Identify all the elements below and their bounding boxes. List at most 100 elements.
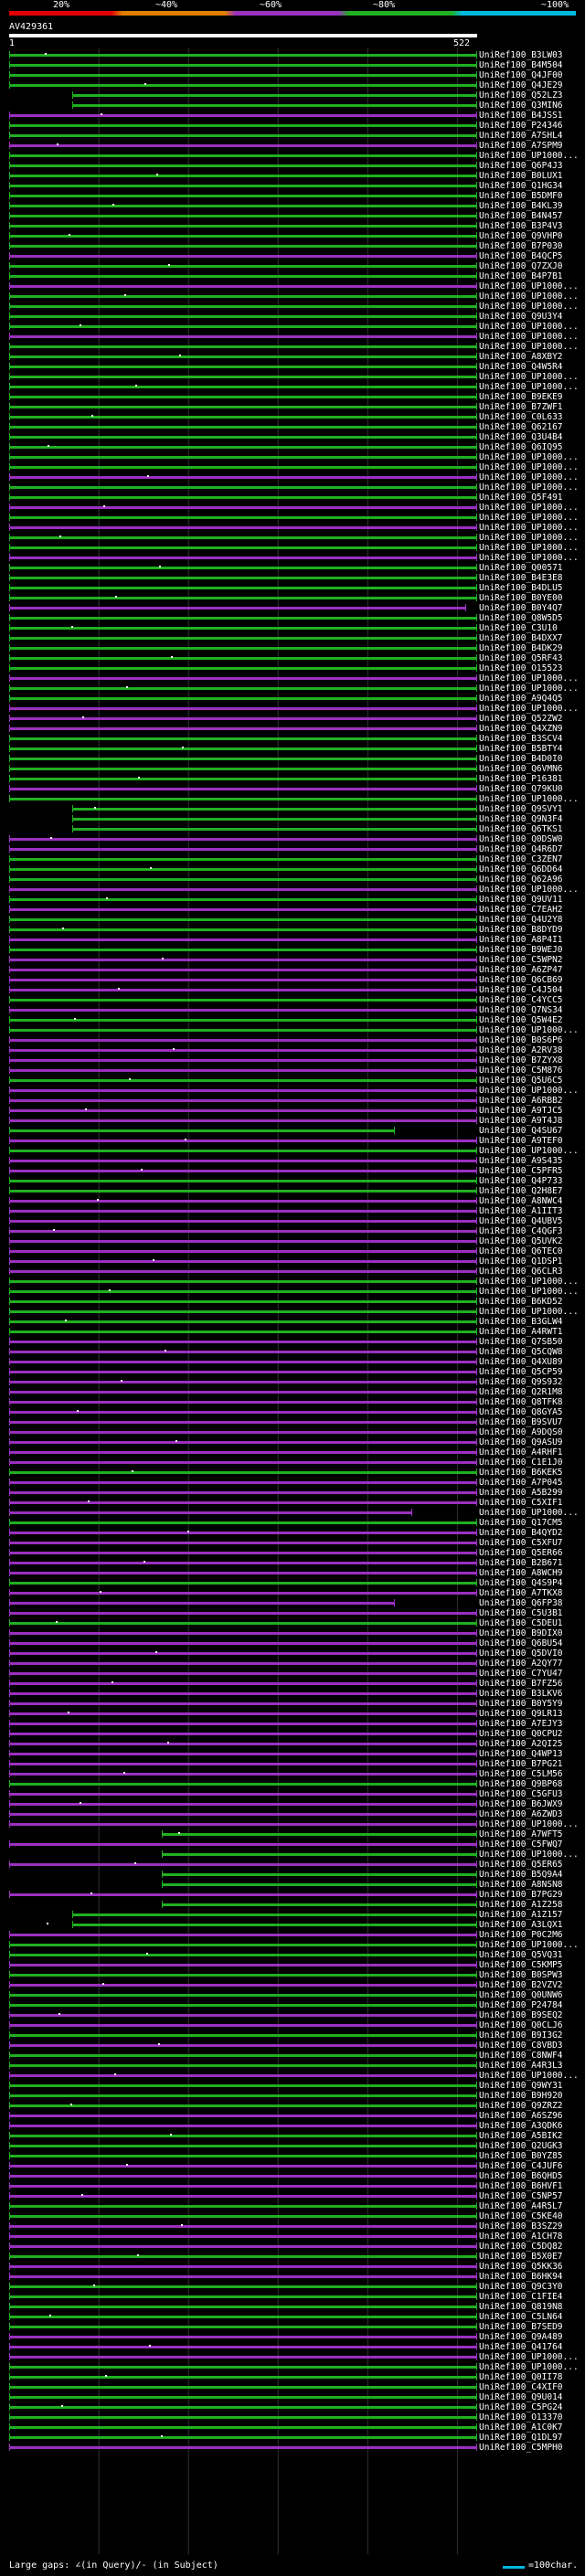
hit-alignment-bar[interactable] xyxy=(9,366,477,368)
hit-alignment-bar[interactable] xyxy=(9,1491,477,1494)
hit-label[interactable]: UniRef100_UP1000... xyxy=(479,503,579,513)
hit-alignment-bar[interactable] xyxy=(9,908,477,911)
hit-label[interactable]: UniRef100_UP1000... xyxy=(479,553,579,563)
hit-label[interactable]: UniRef100_Q00571 xyxy=(479,563,563,573)
hit-label[interactable]: UniRef100_Q9ASU9 xyxy=(479,1437,563,1447)
hit-alignment-bar[interactable] xyxy=(9,1511,413,1514)
hit-alignment-bar[interactable] xyxy=(9,295,477,298)
hit-label[interactable]: UniRef100_C4YCC5 xyxy=(479,995,563,1005)
hit-label[interactable]: UniRef100_Q3U4B4 xyxy=(479,432,563,442)
hit-alignment-bar[interactable] xyxy=(9,426,477,429)
hit-label[interactable]: UniRef100_Q9N3F4 xyxy=(479,814,563,824)
hit-label[interactable]: UniRef100_UP1000... xyxy=(479,523,579,533)
hit-label[interactable]: UniRef100_Q9WY31 xyxy=(479,2081,563,2091)
hit-label[interactable]: UniRef100_Q0CPU2 xyxy=(479,1729,563,1739)
hit-label[interactable]: UniRef100_C3U10 xyxy=(479,623,558,633)
hit-alignment-bar[interactable] xyxy=(9,858,477,861)
hit-alignment-bar[interactable] xyxy=(9,607,467,610)
hit-label[interactable]: UniRef100_C1E1J0 xyxy=(479,1458,563,1468)
hit-alignment-bar[interactable] xyxy=(9,245,477,248)
hit-label[interactable]: UniRef100_UP1000... xyxy=(479,704,579,714)
hit-label[interactable]: UniRef100_UP1000... xyxy=(479,533,579,543)
hit-label[interactable]: UniRef100_UP1000... xyxy=(479,794,579,804)
hit-label[interactable]: UniRef100_Q2UGK3 xyxy=(479,2141,563,2151)
hit-label[interactable]: UniRef100_UP1000... xyxy=(479,513,579,523)
hit-alignment-bar[interactable] xyxy=(9,124,477,127)
hit-alignment-bar[interactable] xyxy=(9,848,477,851)
hit-label[interactable]: UniRef100_O15523 xyxy=(479,663,563,673)
hit-alignment-bar[interactable] xyxy=(9,838,477,841)
hit-label[interactable]: UniRef100_Q9S932 xyxy=(479,1377,563,1387)
hit-label[interactable]: UniRef100_A8NWC4 xyxy=(479,1196,563,1206)
hit-label[interactable]: UniRef100_A7WFT5 xyxy=(479,1829,563,1839)
hit-alignment-bar[interactable] xyxy=(9,1461,477,1464)
hit-alignment-bar[interactable] xyxy=(9,1230,477,1233)
hit-alignment-bar[interactable] xyxy=(9,1250,477,1253)
hit-alignment-bar[interactable] xyxy=(9,114,477,117)
hit-label[interactable]: UniRef100_B6HVF1 xyxy=(479,2181,563,2191)
hit-label[interactable]: UniRef100_UP1000... xyxy=(479,1086,579,1096)
hit-alignment-bar[interactable] xyxy=(9,486,477,489)
hit-label[interactable]: UniRef100_UP1000... xyxy=(479,472,579,482)
hit-label[interactable]: UniRef100_Q6P4J3 xyxy=(479,161,563,171)
hit-label[interactable]: UniRef100_C5LM56 xyxy=(479,1769,563,1779)
hit-alignment-bar[interactable] xyxy=(9,506,477,509)
hit-alignment-bar[interactable] xyxy=(9,1602,395,1605)
hit-label[interactable]: UniRef100_UP1000... xyxy=(479,673,579,684)
hit-label[interactable]: UniRef100_Q9A489 xyxy=(479,2332,563,2342)
hit-alignment-bar[interactable] xyxy=(9,2155,477,2157)
hit-alignment-bar[interactable] xyxy=(9,737,477,740)
hit-alignment-bar[interactable] xyxy=(9,2145,477,2147)
hit-label[interactable]: UniRef100_UP1000... xyxy=(479,322,579,332)
hit-alignment-bar[interactable] xyxy=(9,1803,477,1806)
hit-label[interactable]: UniRef100_C5PG24 xyxy=(479,2402,563,2412)
hit-alignment-bar[interactable] xyxy=(9,747,477,750)
hit-label[interactable]: UniRef100_B3P4V3 xyxy=(479,221,563,231)
hit-label[interactable]: UniRef100_B7PG21 xyxy=(479,1759,563,1769)
hit-alignment-bar[interactable] xyxy=(9,758,477,760)
hit-label[interactable]: UniRef100_Q6IQ95 xyxy=(479,442,563,452)
hit-label[interactable]: UniRef100_Q5U6C5 xyxy=(479,1076,563,1086)
hit-label[interactable]: UniRef100_A4R3L3 xyxy=(479,2061,563,2071)
hit-label[interactable]: UniRef100_Q6FP38 xyxy=(479,1598,563,1608)
hit-label[interactable]: UniRef100_B9SEQ2 xyxy=(479,2010,563,2020)
hit-alignment-bar[interactable] xyxy=(9,1049,477,1052)
hit-alignment-bar[interactable] xyxy=(9,1441,477,1444)
hit-alignment-bar[interactable] xyxy=(9,878,477,881)
hit-alignment-bar[interactable] xyxy=(9,1140,477,1142)
hit-label[interactable]: UniRef100_C5DQ82 xyxy=(479,2242,563,2252)
hit-alignment-bar[interactable] xyxy=(9,205,477,207)
hit-label[interactable]: UniRef100_C5XIF1 xyxy=(479,1498,563,1508)
hit-label[interactable]: UniRef100_Q9LR13 xyxy=(479,1709,563,1719)
hit-label[interactable]: UniRef100_B9WEJ0 xyxy=(479,945,563,955)
hit-label[interactable]: UniRef100_A1IIT3 xyxy=(479,1206,563,1216)
hit-alignment-bar[interactable] xyxy=(9,1300,477,1303)
hit-alignment-bar[interactable] xyxy=(9,64,477,67)
hit-alignment-bar[interactable] xyxy=(9,1431,477,1434)
hit-alignment-bar[interactable] xyxy=(9,2074,477,2077)
hit-label[interactable]: UniRef100_A5BIK2 xyxy=(479,2131,563,2141)
hit-alignment-bar[interactable] xyxy=(9,516,477,519)
hit-alignment-bar[interactable] xyxy=(9,2094,477,2097)
hit-alignment-bar[interactable] xyxy=(9,1974,477,1977)
hit-label[interactable]: UniRef100_A8P4I1 xyxy=(479,935,563,945)
hit-label[interactable]: UniRef100_Q8GYA5 xyxy=(479,1407,563,1417)
hit-label[interactable]: UniRef100_B4P7B1 xyxy=(479,271,563,281)
hit-alignment-bar[interactable] xyxy=(9,1984,477,1987)
hit-label[interactable]: UniRef100_Q6DD64 xyxy=(479,864,563,875)
hit-alignment-bar[interactable] xyxy=(9,1170,477,1172)
hit-label[interactable]: UniRef100_Q6BU54 xyxy=(479,1638,563,1648)
hit-alignment-bar[interactable] xyxy=(9,1341,477,1343)
hit-alignment-bar[interactable] xyxy=(9,345,477,348)
hit-alignment-bar[interactable] xyxy=(9,1964,477,1966)
hit-alignment-bar[interactable] xyxy=(161,1853,477,1856)
hit-alignment-bar[interactable] xyxy=(9,215,477,217)
hit-label[interactable]: UniRef100_B7SED9 xyxy=(479,2322,563,2332)
hit-label[interactable]: UniRef100_Q62A96 xyxy=(479,875,563,885)
hit-label[interactable]: UniRef100_B0SPW3 xyxy=(479,1970,563,1980)
hit-alignment-bar[interactable] xyxy=(9,84,477,87)
hit-alignment-bar[interactable] xyxy=(9,1552,477,1554)
hit-alignment-bar[interactable] xyxy=(9,999,477,1002)
hit-label[interactable]: UniRef100_Q2H8E7 xyxy=(479,1186,563,1196)
hit-alignment-bar[interactable] xyxy=(9,2245,477,2248)
